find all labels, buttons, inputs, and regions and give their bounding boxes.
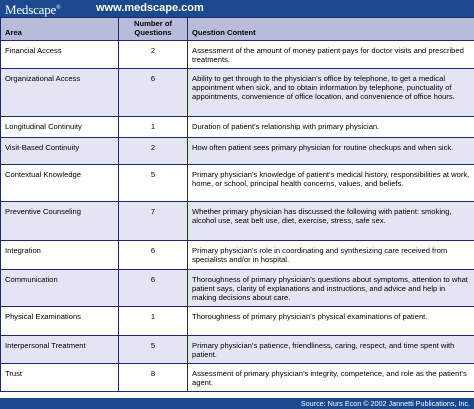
medscape-logo[interactable]: Medscape® bbox=[5, 2, 61, 17]
question-content-cell: Ability to get through to the physician’… bbox=[187, 68, 474, 117]
question-content-cell: Duration of patient’s relationship with … bbox=[187, 116, 474, 138]
question-content-cell: How often patient sees primary physician… bbox=[187, 137, 474, 165]
area-cell: Interpersonal Treatment bbox=[0, 335, 119, 364]
question-count-cell: 5 bbox=[118, 335, 188, 364]
area-cell: Integration bbox=[0, 240, 119, 270]
area-cell: Preventive Counseling bbox=[0, 201, 119, 241]
column-header-area: Area bbox=[0, 17, 119, 41]
table-row: Visit-Based Continuity 2 How often patie… bbox=[0, 137, 474, 165]
question-count-cell: 5 bbox=[118, 164, 188, 202]
area-cell: Communication bbox=[0, 269, 119, 307]
question-content-cell: Thoroughness of primary physician’s phys… bbox=[187, 306, 474, 336]
area-cell: Organizational Access bbox=[0, 68, 119, 117]
question-areas-table: Area Number of Questions Question Conten… bbox=[0, 17, 474, 392]
question-count-cell: 6 bbox=[118, 269, 188, 307]
header-bar: Medscape® www.medscape.com bbox=[0, 0, 474, 17]
table-row: Longitudinal Continuity 1 Duration of pa… bbox=[0, 116, 474, 138]
question-count-cell: 6 bbox=[118, 68, 188, 117]
question-content-cell: Thoroughness of primary physician’s ques… bbox=[187, 269, 474, 307]
table-header-row: Area Number of Questions Question Conten… bbox=[0, 17, 474, 41]
table-row: Trust 8 Assessment of primary physician’… bbox=[0, 363, 474, 392]
table-row: Communication 6 Thoroughness of primary … bbox=[0, 269, 474, 307]
column-header-question-content: Question Content bbox=[187, 17, 474, 41]
table-row: Financial Access 2 Assessment of the amo… bbox=[0, 40, 474, 69]
question-content-cell: Whether primary physician has discussed … bbox=[187, 201, 474, 241]
table-row: Integration 6 Primary physician’s role i… bbox=[0, 240, 474, 270]
footer-bar: Source: Nurs Econ © 2002 Jannetti Public… bbox=[0, 398, 474, 409]
question-content-cell: Primary physician’s patience, friendline… bbox=[187, 335, 474, 364]
table-row: Contextual Knowledge 5 Primary physician… bbox=[0, 164, 474, 202]
table-row: Organizational Access 6 Ability to get t… bbox=[0, 68, 474, 117]
area-cell: Financial Access bbox=[0, 40, 119, 69]
question-count-cell: 7 bbox=[118, 201, 188, 241]
question-count-cell: 8 bbox=[118, 363, 188, 392]
question-content-cell: Assessment of the amount of money patien… bbox=[187, 40, 474, 69]
table-row: Physical Examinations 1 Thoroughness of … bbox=[0, 306, 474, 336]
question-content-cell: Primary physician’s role in coordinating… bbox=[187, 240, 474, 270]
question-count-cell: 1 bbox=[118, 306, 188, 336]
question-count-cell: 1 bbox=[118, 116, 188, 138]
source-citation: Source: Nurs Econ © 2002 Jannetti Public… bbox=[300, 399, 470, 408]
area-cell: Physical Examinations bbox=[0, 306, 119, 336]
area-cell: Contextual Knowledge bbox=[0, 164, 119, 202]
table-row: Interpersonal Treatment 5 Primary physic… bbox=[0, 335, 474, 364]
question-count-cell: 2 bbox=[118, 137, 188, 165]
question-count-cell: 2 bbox=[118, 40, 188, 69]
table-row: Preventive Counseling 7 Whether primary … bbox=[0, 201, 474, 241]
column-header-number-of-questions: Number of Questions bbox=[118, 17, 188, 41]
question-content-cell: Assessment of primary physician’s integr… bbox=[187, 363, 474, 392]
question-count-cell: 6 bbox=[118, 240, 188, 270]
site-url[interactable]: www.medscape.com bbox=[96, 2, 204, 14]
area-cell: Longitudinal Continuity bbox=[0, 116, 119, 138]
area-cell: Visit-Based Continuity bbox=[0, 137, 119, 165]
question-content-cell: Primary physician’s knowledge of patient… bbox=[187, 164, 474, 202]
area-cell: Trust bbox=[0, 363, 119, 392]
